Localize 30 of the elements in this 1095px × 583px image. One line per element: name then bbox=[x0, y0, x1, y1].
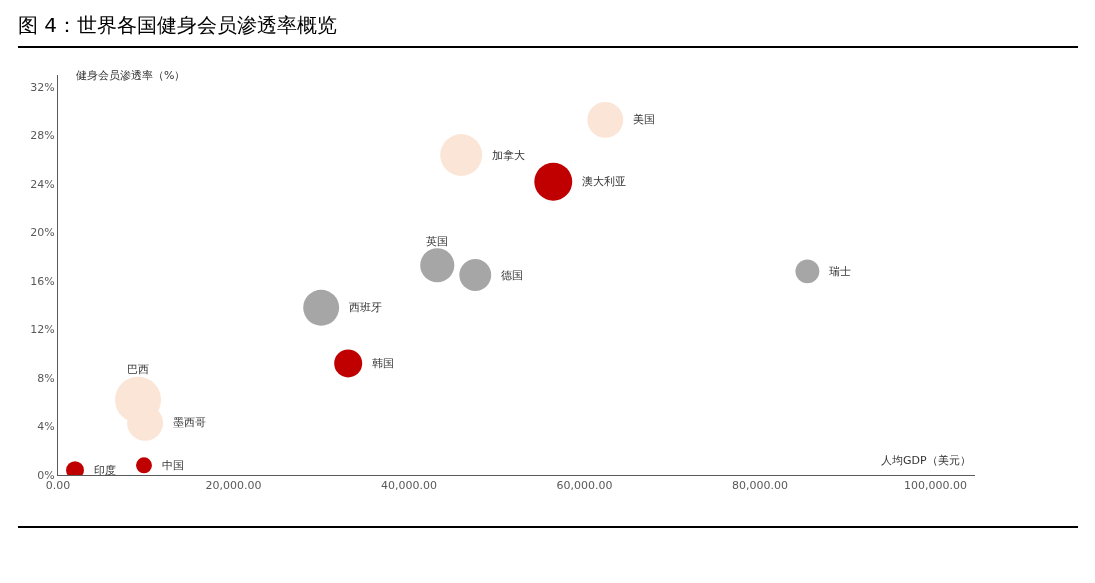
x-tick-label: 80,000.00 bbox=[732, 479, 788, 493]
annotation: 西班牙 bbox=[349, 301, 382, 314]
y-tick-label: 24% bbox=[30, 177, 55, 191]
annotation: 德国 bbox=[501, 269, 523, 282]
y-axis-title: 健身会员渗透率（%） bbox=[76, 69, 186, 82]
x-tick-label: 20,000.00 bbox=[205, 479, 262, 493]
y-tick-label: 16% bbox=[30, 274, 55, 288]
x-axis-title: 人均GDP（美元） bbox=[881, 454, 971, 467]
annotation: 墨西哥 bbox=[173, 416, 206, 429]
x-tick-label: 40,000.00 bbox=[381, 479, 437, 493]
annotation: 韩国 bbox=[372, 357, 394, 370]
y-tick-label: 8% bbox=[37, 371, 55, 385]
annotation: 英国 bbox=[426, 235, 448, 248]
annotation: 美国 bbox=[633, 113, 655, 126]
annotation: 瑞士 bbox=[829, 265, 851, 278]
y-tick-label: 32% bbox=[30, 80, 55, 94]
annotation: 中国 bbox=[162, 459, 184, 472]
annotation: 印度 bbox=[94, 464, 116, 477]
annotation: 加拿大 bbox=[492, 149, 525, 162]
y-tick-label: 12% bbox=[30, 323, 55, 337]
y-tick-label: 20% bbox=[30, 226, 55, 240]
chart-title: 图 4：世界各国健身会员渗透率概览 bbox=[18, 8, 1078, 48]
y-tick-label: 0% bbox=[37, 468, 55, 482]
x-tick-label: 60,000.00 bbox=[556, 479, 613, 493]
annotation: 巴西 bbox=[127, 363, 149, 376]
y-tick-label: 28% bbox=[30, 129, 55, 143]
y-tick-label: 4% bbox=[37, 420, 55, 434]
annotation: 澳大利亚 bbox=[582, 175, 626, 188]
x-tick-label: 100,000.00 bbox=[904, 479, 967, 493]
x-tick-label: 0.00 bbox=[45, 479, 71, 493]
